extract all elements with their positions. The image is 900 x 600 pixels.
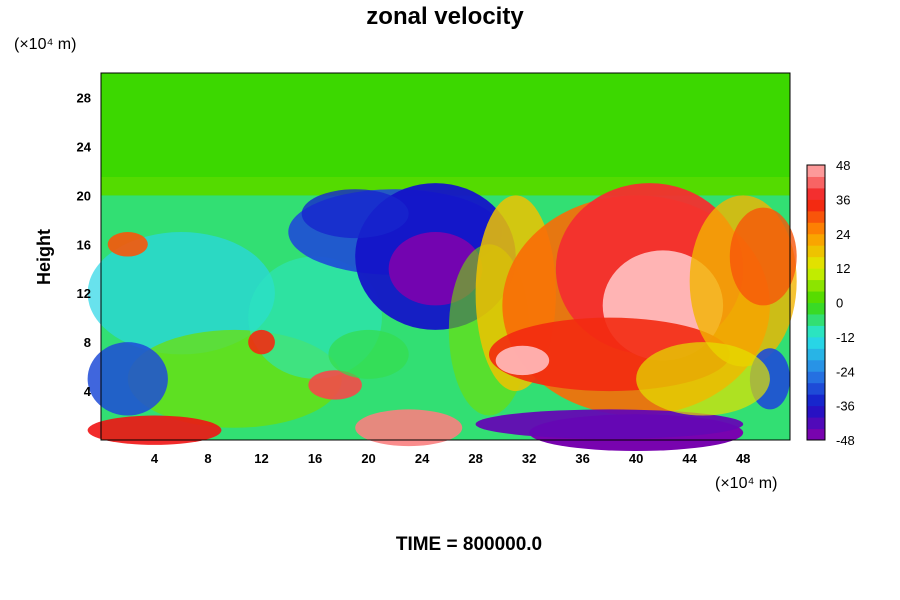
- velocity-contour: [475, 409, 744, 439]
- colorbar-swatch: [807, 245, 825, 258]
- x-tick-label: 4: [151, 451, 159, 466]
- colorbar-swatch: [807, 371, 825, 384]
- x-axis-ticks: 4 8 12 16 20 24 28 32 36 40 44 48: [151, 451, 751, 466]
- colorbar-swatch: [807, 268, 825, 281]
- y-tick-label: 16: [77, 237, 91, 252]
- x-tick-label: 8: [204, 451, 211, 466]
- colorbar-swatch: [807, 382, 825, 395]
- colorbar-swatch: [807, 313, 825, 326]
- x-tick-label: 44: [682, 451, 697, 466]
- y-tick-label: 20: [77, 188, 91, 203]
- x-tick-label: 48: [736, 451, 750, 466]
- x-tick-label: 40: [629, 451, 643, 466]
- colorbar-swatch: [807, 348, 825, 361]
- y-unit-label: (×10⁴ m): [14, 36, 76, 53]
- time-label: TIME = 800000.0: [396, 534, 542, 555]
- colorbar-tick-label: 0: [836, 296, 843, 311]
- velocity-contour: [87, 415, 222, 445]
- x-tick-label: 32: [522, 451, 536, 466]
- colorbar-tick-label: -24: [836, 364, 855, 379]
- y-axis-label: Height: [34, 229, 54, 285]
- x-tick-label: 24: [415, 451, 430, 466]
- y-tick-label: 24: [77, 139, 92, 154]
- x-tick-label: 28: [468, 451, 482, 466]
- colorbar-swatch: [807, 210, 825, 223]
- velocity-contour: [308, 370, 362, 400]
- velocity-contour: [636, 342, 770, 416]
- colorbar-frame: [806, 164, 826, 441]
- x-tick-label: 16: [308, 451, 322, 466]
- velocity-contour: [87, 232, 275, 355]
- velocity-contour: [248, 329, 275, 355]
- x-tick-label: 20: [361, 451, 375, 466]
- y-tick-label: 12: [77, 286, 91, 301]
- x-unit-label: (×10⁴ m): [715, 475, 777, 492]
- colorbar-swatch: [807, 428, 825, 441]
- velocity-field-layer: [87, 176, 797, 452]
- colorbar-swatch: [807, 291, 825, 303]
- colorbar-swatch: [807, 165, 825, 177]
- colorbar-swatch: [807, 199, 825, 212]
- y-tick-label: 8: [84, 335, 91, 350]
- colorbar-tick-label: 36: [836, 192, 850, 207]
- colorbar-tick-label: -36: [836, 399, 855, 414]
- colorbar-tick-label: 12: [836, 261, 850, 276]
- colorbar: 48 36 24 12 0 -12 -24 -36 -48: [806, 158, 855, 448]
- x-tick-label: 12: [254, 451, 268, 466]
- velocity-contour: [729, 207, 797, 306]
- colorbar-tick-label: 48: [836, 158, 850, 173]
- colorbar-swatch: [807, 222, 825, 235]
- y-tick-label: 4: [84, 384, 92, 399]
- colorbar-tick-label: -48: [836, 433, 855, 448]
- colorbar-swatch: [807, 405, 825, 418]
- heatmap-field: [87, 72, 797, 452]
- colorbar-swatch: [807, 187, 825, 200]
- velocity-contour: [107, 232, 148, 257]
- velocity-contour: [328, 329, 409, 379]
- colorbar-tick-label: -12: [836, 330, 855, 345]
- x-tick-label: 36: [575, 451, 589, 466]
- colorbar-swatch: [807, 325, 825, 338]
- y-tick-label: 28: [77, 90, 91, 105]
- colorbar-swatch: [807, 256, 825, 269]
- colorbar-swatch: [807, 279, 825, 292]
- colorbar-swatch: [807, 394, 825, 407]
- plot-frame: [100, 72, 791, 441]
- velocity-contour: [495, 345, 550, 376]
- colorbar-swatch: [807, 336, 825, 349]
- colorbar-swatch: [807, 233, 825, 246]
- y-axis-ticks: 4 8 12 16 20 24 28: [77, 90, 92, 399]
- colorbar-swatch: [807, 359, 825, 372]
- colorbar-swatch: [807, 417, 825, 430]
- velocity-contour: [355, 409, 463, 447]
- chart-title: zonal velocity: [366, 3, 524, 30]
- velocity-contour: [87, 342, 168, 416]
- colorbar-swatch: [807, 302, 825, 315]
- colorbar-swatch: [807, 176, 825, 189]
- colorbar-tick-label: 24: [836, 227, 850, 242]
- velocity-contour: [301, 189, 409, 239]
